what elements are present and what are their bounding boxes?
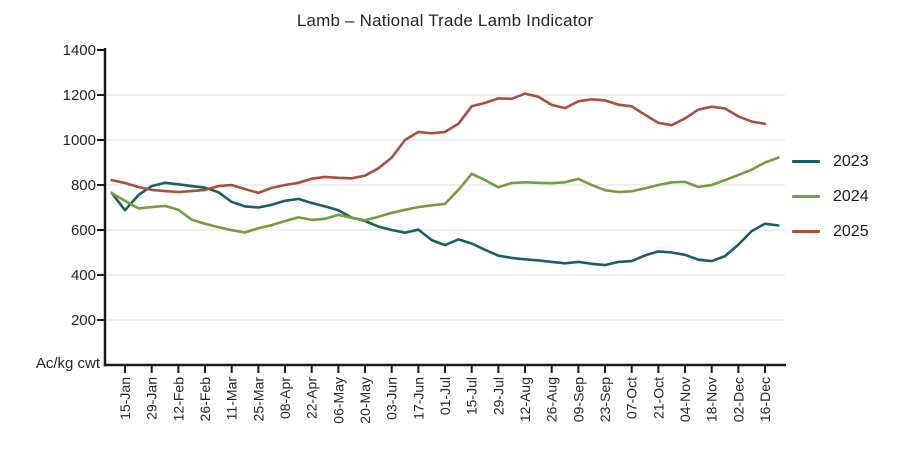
legend-label: 2024	[833, 188, 869, 205]
x-tick-label: 22-Apr	[304, 377, 320, 419]
x-tick-label: 12-Feb	[170, 377, 186, 422]
x-tick-label: 29-Jan	[144, 377, 160, 420]
x-tick-label: 02-Dec	[730, 377, 746, 422]
y-tick-label: 1000	[63, 132, 96, 149]
x-tick-label: 11-Mar	[224, 377, 240, 421]
y-tick-label: 600	[71, 222, 96, 239]
y-tick-label: 400	[71, 267, 96, 284]
y-tick-label: 800	[71, 177, 96, 194]
x-tick-label: 01-Jul	[437, 377, 453, 415]
y-tick-label: 1200	[63, 87, 96, 104]
x-tick-label: 26-Feb	[197, 377, 213, 422]
legend-swatch-2025	[792, 230, 820, 233]
x-tick-label: 25-Mar	[250, 377, 266, 422]
x-tick-label: 21-Oct	[650, 377, 666, 419]
legend-item-2025: 2025	[792, 222, 869, 241]
x-tick-label: 08-Apr	[277, 377, 293, 419]
legend-label: 2025	[833, 223, 869, 240]
series-line-2025	[110, 92, 767, 195]
x-tick-label: 07-Oct	[624, 377, 640, 419]
series-line-2023	[110, 181, 780, 267]
x-tick-label: 20-May	[357, 377, 373, 424]
x-tick-label: 18-Nov	[704, 377, 720, 422]
x-tick-label: 17-Jun	[410, 377, 426, 420]
x-tick-label: 26-Aug	[544, 377, 560, 422]
legend-label: 2023	[833, 153, 869, 170]
chart-title: Lamb – National Trade Lamb Indicator	[296, 11, 594, 30]
legend-item-2024: 2024	[792, 187, 869, 206]
legend-item-2023: 2023	[792, 152, 869, 171]
y-axis-unit-label: Ac/kg cwt	[35, 355, 100, 372]
x-tick-label: 23-Sep	[597, 377, 613, 422]
x-tick-label: 15-Jan	[117, 377, 133, 420]
x-tick-label: 04-Nov	[677, 377, 693, 422]
series-line-2024	[110, 156, 780, 234]
legend-swatch-2024	[792, 195, 820, 198]
legend-swatch-2023	[792, 160, 820, 163]
x-tick-label: 03-Jun	[384, 377, 400, 420]
x-tick-label: 29-Jul	[490, 377, 506, 415]
x-tick-label: 15-Jul	[464, 377, 480, 415]
x-tick-label: 06-May	[330, 377, 346, 424]
y-tick-label: 1400	[63, 42, 96, 59]
x-tick-label: 09-Sep	[570, 377, 586, 422]
y-tick-label: 200	[71, 312, 96, 329]
x-tick-label: 16-Dec	[757, 377, 773, 422]
chart-legend: 2023 2024 2025	[792, 152, 869, 241]
x-tick-label: 12-Aug	[517, 377, 533, 422]
